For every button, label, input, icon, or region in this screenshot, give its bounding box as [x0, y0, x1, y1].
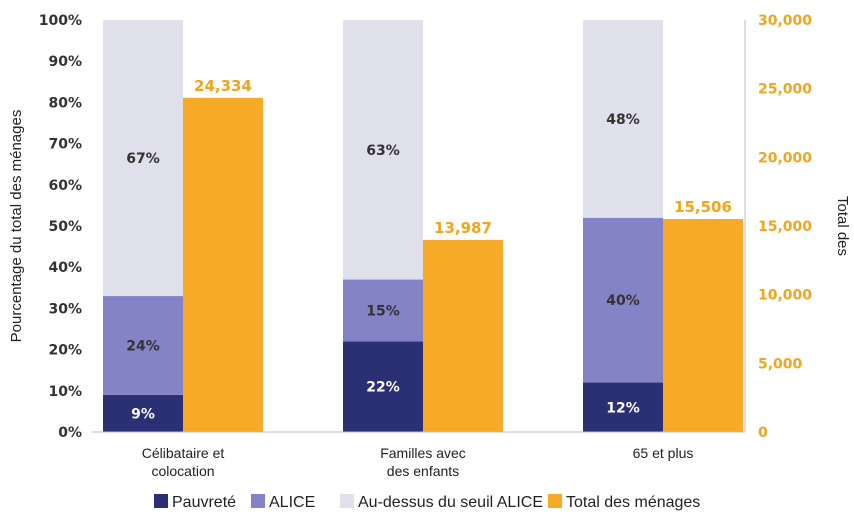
bar-segment-label: 48% — [606, 112, 640, 128]
bar-segment — [583, 382, 663, 432]
bar-segment-label: 40% — [606, 293, 640, 309]
y-tick-label: 80% — [48, 95, 82, 111]
bar-segment-label: 67% — [126, 151, 160, 167]
y-tick-label: 100% — [39, 13, 82, 29]
bar-segment — [343, 279, 423, 342]
total-bar-label: 15,506 — [674, 198, 732, 216]
y2-tick-label: 5,000 — [758, 356, 803, 372]
bar-segment — [103, 394, 183, 432]
total-bar-label: 24,334 — [194, 77, 252, 95]
y2-tick-label: 10,000 — [758, 288, 812, 304]
bar-segment-label: 22% — [366, 380, 400, 396]
bar-segment — [103, 296, 183, 395]
y-tick-label: 0% — [58, 425, 82, 441]
y-tick-label: 70% — [48, 137, 82, 153]
legend-label: Total des ménages — [566, 494, 700, 511]
category-label: 65 et plus — [633, 445, 694, 461]
y2-tick-label: 20,000 — [758, 150, 812, 166]
y2-axis-title: Total des — [834, 196, 851, 256]
category-label: des enfants — [387, 463, 459, 479]
y-tick-label: 40% — [48, 260, 82, 276]
y-tick-label: 30% — [48, 301, 82, 317]
legend-swatch — [251, 494, 265, 508]
labels-layer: 9% 24% 67% 24,334 Célibataire et colocation 22… — [126, 77, 732, 479]
legend-swatch — [154, 494, 168, 508]
y-axis-title: Pourcentage du total des ménages — [8, 110, 25, 343]
y2-tick-label: 30,000 — [758, 13, 812, 29]
y-tick-label: 50% — [48, 219, 82, 235]
category-label: Célibataire et — [142, 445, 225, 461]
bar-segment — [343, 20, 423, 280]
category-label: Familles avec — [380, 445, 466, 461]
axes-layer: 0% 10% 20% 30% 40% 50% 60% 70% 80% 90% 100% 0 5,000 1… — [8, 13, 851, 441]
legend: Pauvreté ALICE Au-dessus du seuil ALICE Tot… — [154, 494, 700, 511]
bar-segment — [583, 20, 663, 218]
bar-segment — [103, 20, 183, 297]
y-tick-label: 10% — [48, 384, 82, 400]
bars-layer — [103, 20, 743, 433]
bar-segment-label: 63% — [366, 143, 400, 159]
legend-label: Au-dessus du seuil ALICE — [358, 494, 543, 511]
bar-segment-label: 24% — [126, 338, 160, 354]
bar-segment — [583, 217, 663, 383]
y2-tick-label: 25,000 — [758, 82, 812, 98]
bar-segment — [343, 341, 423, 432]
y-tick-label: 90% — [48, 54, 82, 70]
y2-tick-label: 15,000 — [758, 219, 812, 235]
y-tick-label: 20% — [48, 343, 82, 359]
bar-segment-label: 12% — [606, 400, 640, 416]
legend-label: ALICE — [269, 494, 315, 511]
legend-swatch — [340, 494, 354, 508]
total-bar — [663, 219, 743, 432]
total-bar — [183, 97, 263, 433]
legend-swatch — [548, 494, 562, 508]
category-label: colocation — [151, 463, 214, 479]
total-bar-label: 13,987 — [434, 219, 492, 237]
y2-tick-label: 0 — [758, 425, 768, 441]
y-tick-label: 60% — [48, 178, 82, 194]
legend-label: Pauvreté — [172, 494, 236, 511]
total-bar — [423, 239, 503, 432]
bar-segment-label: 9% — [131, 406, 155, 422]
bar-segment-label: 15% — [366, 303, 400, 319]
